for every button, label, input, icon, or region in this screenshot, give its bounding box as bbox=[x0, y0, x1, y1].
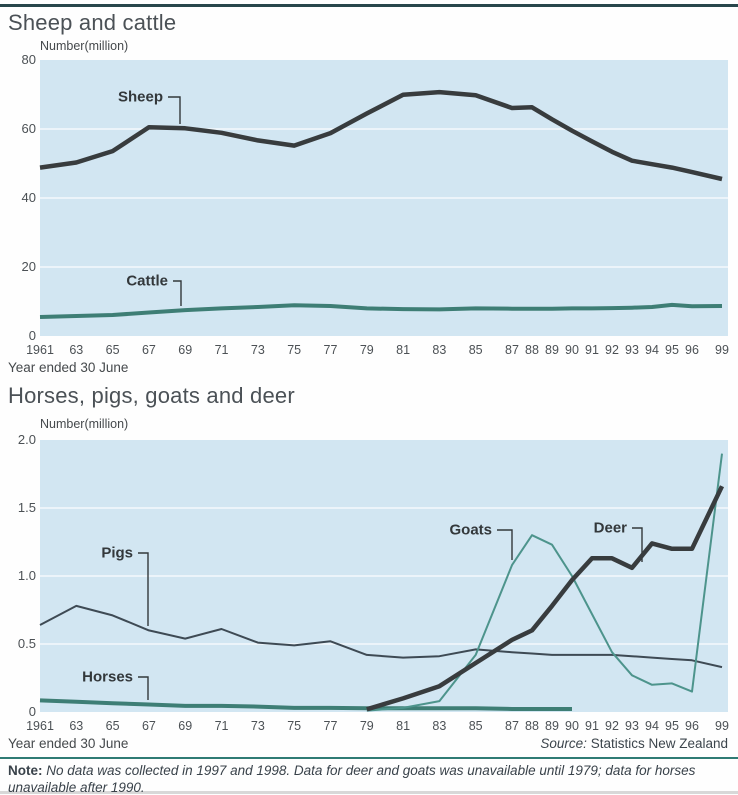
x-tick-label: 1961 bbox=[26, 719, 54, 733]
x-tick-label: 75 bbox=[287, 719, 302, 733]
x-tick-label: 81 bbox=[396, 343, 411, 357]
source-prefix: Source: bbox=[540, 736, 587, 751]
x-tick-label: 93 bbox=[625, 343, 639, 357]
x-tick-label: 67 bbox=[141, 719, 156, 733]
x-tick-label: 81 bbox=[396, 719, 411, 733]
x-tick-label: 92 bbox=[605, 719, 619, 733]
pigs-line bbox=[39, 604, 723, 669]
x-tick-label: 96 bbox=[685, 343, 699, 357]
page-bottom-edge bbox=[0, 791, 738, 794]
deer-series-label: Deer bbox=[593, 519, 627, 537]
x-tick-label: 85 bbox=[468, 719, 483, 733]
sheep-line bbox=[39, 89, 723, 182]
y-tick-label: 0 bbox=[28, 328, 36, 343]
x-tick-label: 90 bbox=[565, 719, 579, 733]
x-tick-label: 99 bbox=[715, 343, 729, 357]
chart2-title: Horses, pigs, goats and deer bbox=[8, 383, 295, 408]
x-tick-label: 69 bbox=[178, 343, 193, 357]
x-tick-label: 87 bbox=[505, 343, 519, 357]
chart2-x-caption: Year ended 30 June bbox=[8, 736, 129, 751]
x-tick-label: 94 bbox=[645, 719, 659, 733]
x-tick-label: 92 bbox=[605, 343, 619, 357]
y-tick-label: 60 bbox=[21, 121, 36, 136]
x-tick-label: 79 bbox=[359, 343, 374, 357]
note-body: No data was collected in 1997 and 1998. … bbox=[8, 763, 696, 795]
x-tick-label: 99 bbox=[715, 719, 729, 733]
y-tick-label: 0 bbox=[28, 704, 36, 719]
x-tick-label: 91 bbox=[585, 719, 599, 733]
x-tick-label: 93 bbox=[625, 719, 639, 733]
y-tick-label: 80 bbox=[21, 52, 36, 67]
x-tick-label: 71 bbox=[214, 719, 229, 733]
y-tick-label: 1.0 bbox=[17, 568, 36, 583]
x-tick-label: 95 bbox=[665, 719, 679, 733]
chart1-unit-label: Number(million) bbox=[40, 39, 129, 53]
x-tick-label: 77 bbox=[323, 343, 338, 357]
x-tick-label: 94 bbox=[645, 343, 659, 357]
y-tick-label: 2.0 bbox=[17, 432, 36, 447]
x-tick-label: 79 bbox=[359, 719, 374, 733]
x-tick-label: 85 bbox=[468, 343, 483, 357]
x-tick-label: 69 bbox=[178, 719, 193, 733]
x-tick-label: 83 bbox=[432, 343, 447, 357]
y-tick-label: 40 bbox=[21, 190, 36, 205]
x-tick-label: 89 bbox=[545, 343, 559, 357]
x-tick-label: 73 bbox=[250, 343, 265, 357]
top-rule bbox=[0, 4, 738, 7]
x-tick-label: 75 bbox=[287, 343, 302, 357]
x-tick-label: 87 bbox=[505, 719, 519, 733]
x-tick-label: 96 bbox=[685, 719, 699, 733]
horses-line bbox=[39, 698, 572, 711]
x-tick-label: 91 bbox=[585, 343, 599, 357]
deer-callout-line bbox=[632, 527, 643, 562]
pigs-callout-line bbox=[138, 552, 149, 626]
x-tick-label: 77 bbox=[323, 719, 338, 733]
cattle-callout-line bbox=[173, 280, 182, 306]
horses-series-label: Horses bbox=[82, 668, 133, 686]
goats-line bbox=[366, 453, 723, 712]
x-tick-label: 63 bbox=[69, 719, 84, 733]
note-prefix: Note: bbox=[8, 763, 43, 778]
y-tick-label: 20 bbox=[21, 259, 36, 274]
y-tick-label: 0.5 bbox=[17, 636, 36, 651]
divider-rule bbox=[0, 757, 738, 759]
goats-callout-line bbox=[497, 529, 513, 560]
x-tick-label: 1961 bbox=[26, 343, 54, 357]
y-tick-label: 1.5 bbox=[17, 500, 36, 515]
x-tick-label: 88 bbox=[525, 343, 539, 357]
chart2-unit-label: Number(million) bbox=[40, 417, 129, 431]
source-text: Statistics New Zealand bbox=[586, 736, 728, 751]
x-tick-label: 71 bbox=[214, 343, 229, 357]
note-text: Note: No data was collected in 1997 and … bbox=[8, 763, 724, 795]
pigs-series-label: Pigs bbox=[101, 544, 133, 562]
x-tick-label: 73 bbox=[250, 719, 265, 733]
x-tick-label: 83 bbox=[432, 719, 447, 733]
sheep-callout-line bbox=[168, 96, 181, 124]
x-tick-label: 67 bbox=[141, 343, 156, 357]
sheep-series-label: Sheep bbox=[117, 88, 163, 106]
x-tick-label: 89 bbox=[545, 719, 559, 733]
cattle-line bbox=[39, 302, 723, 319]
deer-line bbox=[366, 485, 725, 712]
horses-callout-line bbox=[138, 676, 149, 700]
cattle-series-label: Cattle bbox=[126, 272, 168, 290]
chart1-title: Sheep and cattle bbox=[8, 10, 177, 35]
x-tick-label: 95 bbox=[665, 343, 679, 357]
x-tick-label: 63 bbox=[69, 343, 84, 357]
x-tick-label: 90 bbox=[565, 343, 579, 357]
x-tick-label: 65 bbox=[105, 343, 120, 357]
x-tick-label: 65 bbox=[105, 719, 120, 733]
x-tick-label: 88 bbox=[525, 719, 539, 733]
goats-series-label: Goats bbox=[449, 521, 492, 539]
source-line: Source: Statistics New Zealand bbox=[540, 736, 728, 751]
chart1-x-caption: Year ended 30 June bbox=[8, 360, 129, 375]
